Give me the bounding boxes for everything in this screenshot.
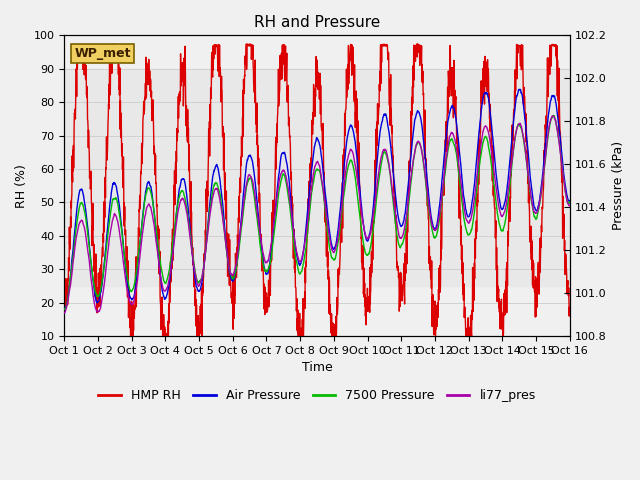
Y-axis label: Pressure (kPa): Pressure (kPa) xyxy=(612,141,625,230)
Y-axis label: RH (%): RH (%) xyxy=(15,164,28,208)
Legend: HMP RH, Air Pressure, 7500 Pressure, li77_pres: HMP RH, Air Pressure, 7500 Pressure, li7… xyxy=(93,384,541,408)
Text: WP_met: WP_met xyxy=(74,48,131,60)
Bar xyxy=(64,69,570,286)
X-axis label: Time: Time xyxy=(301,361,332,374)
Title: RH and Pressure: RH and Pressure xyxy=(254,15,380,30)
